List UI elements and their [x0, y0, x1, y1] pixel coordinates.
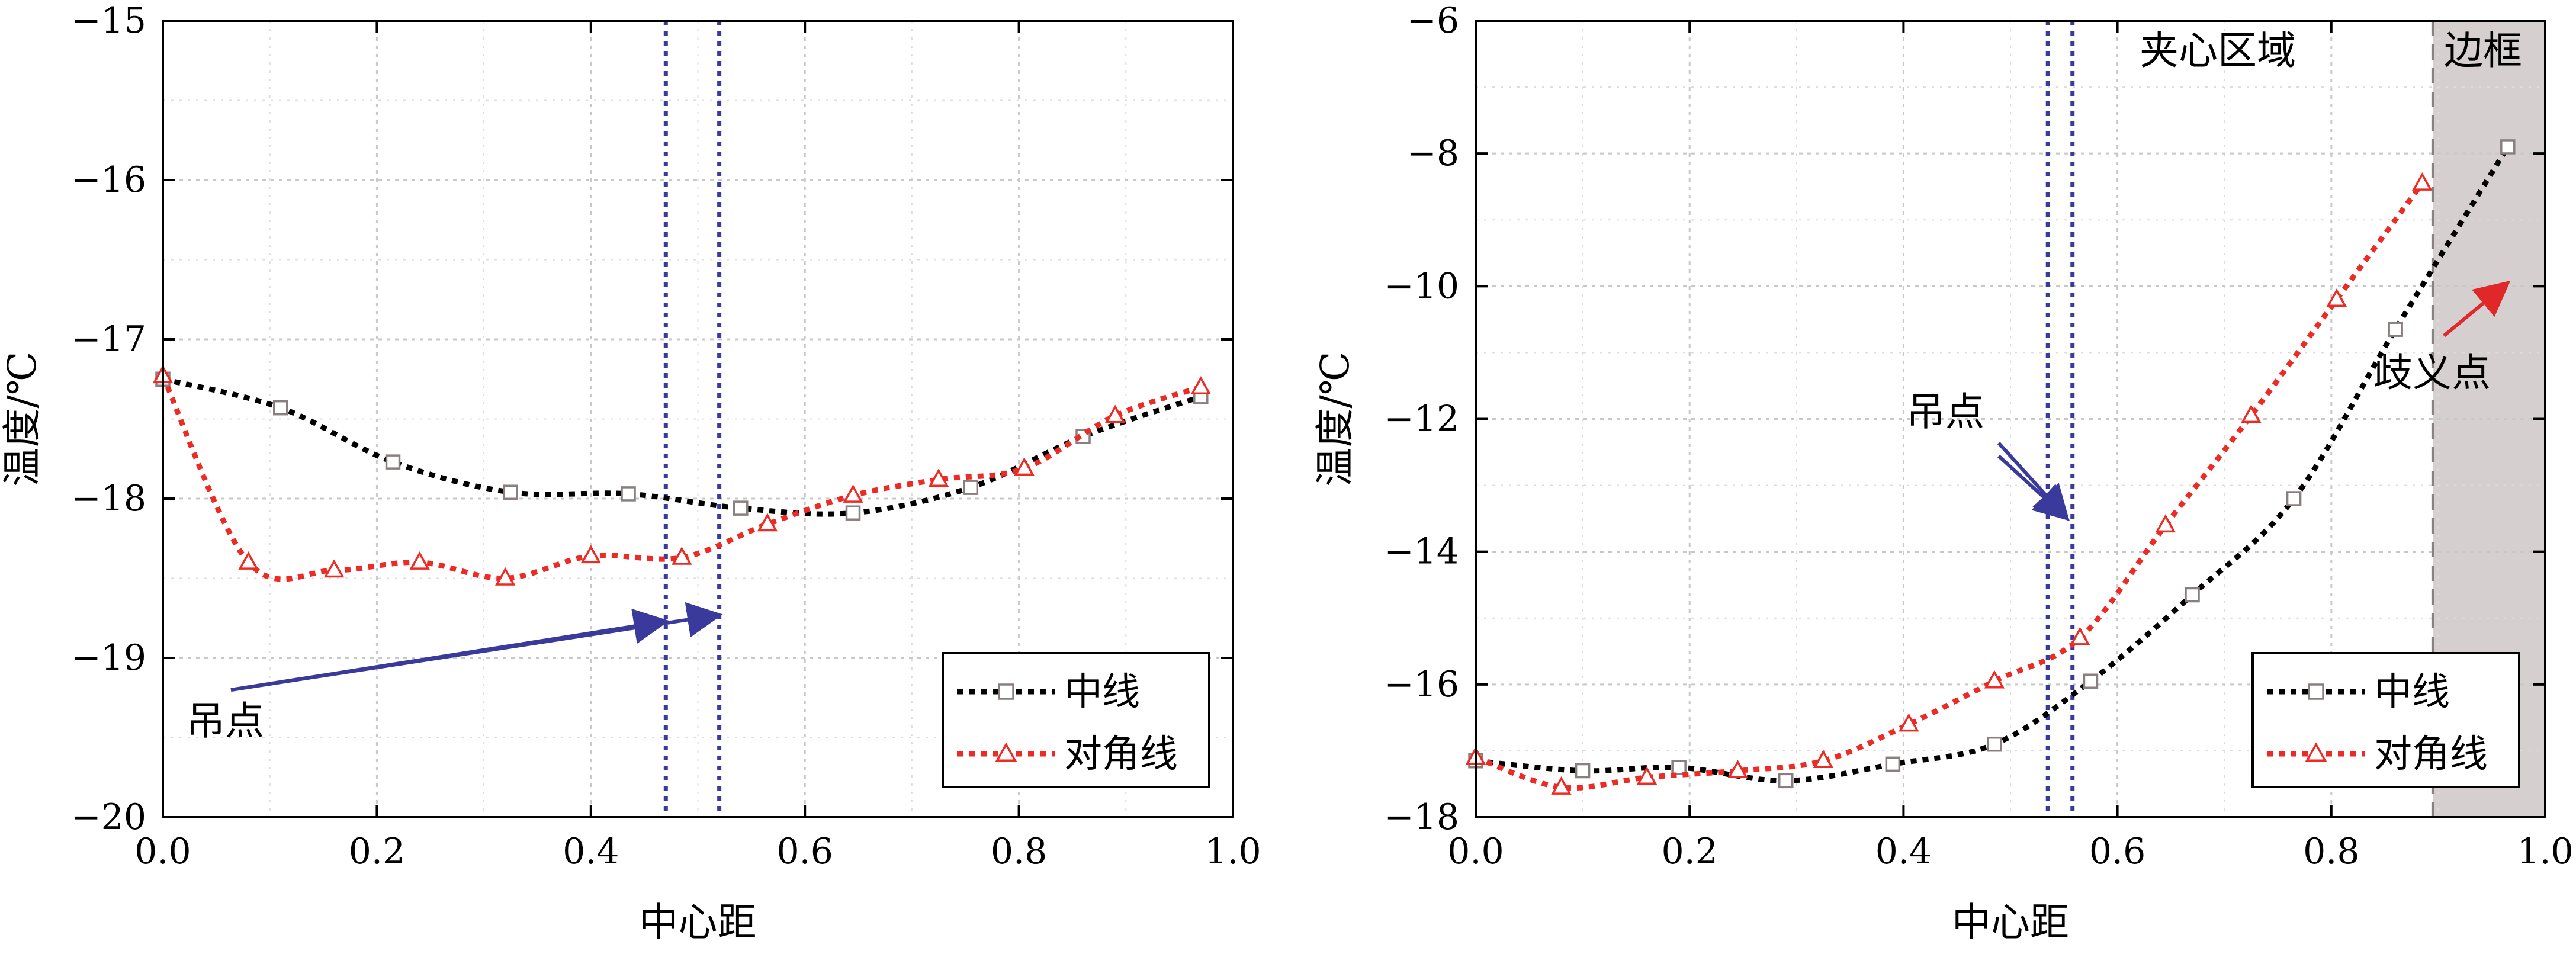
- annotation-arrow: [1997, 454, 2070, 521]
- x-tick-label: 0.4: [1875, 831, 1932, 872]
- data-point-centerline: [1671, 760, 1687, 775]
- legend-marker: [998, 683, 1014, 700]
- data-point-diagonal: [2241, 404, 2262, 423]
- data-point-diagonal: [323, 559, 345, 578]
- data-point-centerline: [621, 486, 636, 502]
- x-tick-label: 1.0: [1205, 831, 1261, 872]
- y-tick-label: −10: [1384, 265, 1459, 307]
- chart-panel-2: 0.0 0.2 0.4 0.6 0.8 1.0 −18 −16 −14 −12 −10 −8 −6 中心距…: [1312, 0, 2574, 945]
- legend-label: 中线: [1064, 670, 1140, 714]
- y-tick-label: −16: [71, 159, 146, 201]
- series-line-centerline: [1475, 145, 2510, 783]
- data-point-diagonal: [580, 545, 602, 564]
- series-line-centerline: [162, 376, 1202, 517]
- data-point-centerline: [2286, 491, 2302, 506]
- legend-marker: [995, 742, 1017, 762]
- x-tick-label: 1.0: [2517, 831, 2573, 872]
- data-point-centerline: [503, 484, 519, 500]
- plot-frame: [162, 20, 1234, 818]
- data-point-diagonal: [928, 468, 949, 487]
- annotation-arrow: [230, 602, 723, 692]
- data-point-diagonal: [757, 513, 778, 532]
- y-tick-label: −14: [1384, 531, 1459, 573]
- bifurcation-point-label: 歧义点: [2373, 350, 2491, 396]
- data-point-centerline: [1987, 736, 2002, 752]
- data-point-diagonal: [2326, 288, 2347, 307]
- data-point-diagonal: [2412, 172, 2433, 191]
- data-point-diagonal: [495, 567, 516, 586]
- data-point-centerline: [2083, 673, 2099, 689]
- data-point-diagonal: [1104, 404, 1126, 423]
- x-tick-label: 0.6: [2089, 831, 2145, 872]
- data-point-centerline: [1885, 756, 1901, 772]
- data-point-centerline: [845, 505, 861, 521]
- x-tick-label: 0.8: [991, 831, 1047, 872]
- y-tick-label: −19: [71, 637, 146, 679]
- x-tick-label: 0.0: [1447, 831, 1504, 872]
- data-point-centerline: [733, 500, 749, 516]
- y-tick-label: −16: [1384, 664, 1459, 705]
- x-axis-label: 中心距: [640, 900, 757, 945]
- legend-marker: [2305, 742, 2327, 762]
- chart-panel-1: 0.0 0.2 0.4 0.6 0.8 1.0 −20 −19 −18 −17 −16 −15 中心距 温…: [0, 0, 1261, 945]
- legend-label: 对角线: [1064, 733, 1178, 776]
- y-axis-label: 温度/℃: [0, 351, 45, 486]
- data-point-centerline: [1575, 763, 1591, 779]
- data-point-centerline: [1778, 773, 1794, 789]
- data-point-centerline: [2500, 139, 2516, 155]
- x-tick-label: 0.8: [2303, 831, 2359, 872]
- data-point-diagonal: [2070, 627, 2090, 645]
- y-tick-label: −8: [1407, 133, 1459, 174]
- data-point-diagonal: [1899, 713, 1919, 732]
- data-point-diagonal: [1984, 670, 2005, 689]
- data-point-diagonal: [1014, 457, 1035, 476]
- data-point-diagonal: [238, 551, 259, 570]
- legend-box: [2251, 652, 2520, 788]
- x-tick-label: 0.0: [134, 831, 191, 872]
- data-point-diagonal: [409, 551, 430, 570]
- y-tick-label: −18: [1384, 796, 1459, 838]
- data-point-diagonal: [2155, 514, 2176, 533]
- x-axis-label: 中心距: [1952, 900, 2069, 945]
- data-point-centerline: [963, 480, 979, 495]
- region-label-frame: 边框: [2444, 28, 2522, 73]
- data-point-diagonal: [1727, 759, 1748, 778]
- y-tick-label: −12: [1384, 399, 1459, 440]
- y-tick-label: −18: [71, 478, 146, 519]
- x-tick-label: 0.6: [776, 831, 833, 872]
- x-tick-label: 0.2: [349, 831, 405, 872]
- data-point-diagonal: [843, 484, 863, 503]
- annotation-arrow: [2443, 280, 2511, 338]
- y-axis-label: 温度/℃: [1312, 351, 1358, 486]
- y-tick-label: −15: [71, 0, 146, 41]
- y-tick-label: −20: [71, 796, 146, 838]
- data-point-centerline: [273, 400, 288, 416]
- data-point-diagonal: [672, 546, 692, 565]
- legend-marker: [2308, 683, 2324, 700]
- y-tick-label: −17: [71, 319, 146, 360]
- legend-label: 对角线: [2374, 733, 2488, 776]
- region-label-core: 夹心区域: [2140, 28, 2296, 73]
- lifting-point-label: 吊点: [186, 698, 264, 744]
- x-tick-label: 0.2: [1661, 831, 1717, 872]
- data-point-diagonal: [1551, 776, 1572, 795]
- data-point-diagonal: [1813, 750, 1834, 768]
- data-point-centerline: [2388, 322, 2403, 337]
- x-tick-label: 0.4: [563, 831, 619, 872]
- data-point-centerline: [2185, 587, 2200, 603]
- legend-box: [942, 652, 1210, 788]
- data-point-diagonal: [1636, 766, 1658, 785]
- legend-label: 中线: [2374, 670, 2450, 714]
- data-point-centerline: [385, 454, 401, 470]
- data-point-diagonal: [1190, 376, 1212, 394]
- y-tick-label: −6: [1407, 0, 1459, 41]
- lifting-point-label: 吊点: [1906, 389, 1984, 435]
